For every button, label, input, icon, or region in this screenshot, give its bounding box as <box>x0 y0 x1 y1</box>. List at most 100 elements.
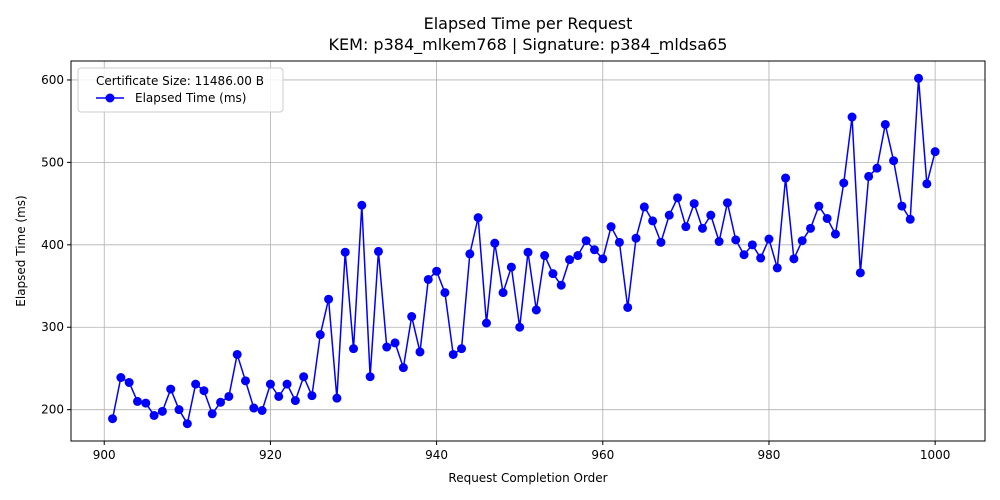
x-tick-label: 940 <box>425 448 448 462</box>
data-point <box>515 322 525 332</box>
data-point <box>506 262 516 272</box>
data-point <box>240 376 250 386</box>
chart-title: Elapsed Time per Request <box>424 14 633 33</box>
data-point <box>232 349 242 359</box>
data-point <box>930 147 940 157</box>
data-point <box>897 201 907 211</box>
series-line <box>111 77 936 425</box>
data-point <box>822 213 832 223</box>
data-point <box>598 254 608 264</box>
data-point <box>249 403 259 413</box>
data-point <box>839 178 849 188</box>
data-point <box>639 202 649 212</box>
y-tick-label: 300 <box>41 320 64 334</box>
data-point <box>847 112 857 122</box>
plot-frame <box>70 60 986 442</box>
data-point <box>116 373 126 383</box>
data-point <box>664 210 674 220</box>
data-point <box>440 288 450 298</box>
data-point <box>349 344 359 354</box>
data-point <box>149 410 159 420</box>
data-point <box>697 223 707 233</box>
data-point <box>623 302 633 312</box>
data-point <box>265 379 275 389</box>
legend-point-marker <box>105 93 115 103</box>
data-point <box>706 210 716 220</box>
data-point <box>789 254 799 264</box>
data-point <box>681 222 691 232</box>
data-point <box>132 396 142 406</box>
data-point <box>182 419 192 429</box>
data-point <box>830 229 840 239</box>
x-tick-label: 920 <box>259 448 282 462</box>
data-point <box>731 235 741 245</box>
series-layer <box>108 73 940 429</box>
data-point <box>457 344 467 354</box>
data-point <box>324 294 334 304</box>
chart-subtitle: KEM: p384_mlkem768 | Signature: p384_mld… <box>329 35 728 55</box>
legend: Certificate Size: 11486.00 B Elapsed Tim… <box>77 67 284 113</box>
data-point <box>432 266 442 276</box>
legend-entry: Elapsed Time (ms) <box>135 91 246 105</box>
data-point <box>448 349 458 359</box>
data-point <box>922 179 932 189</box>
data-point <box>889 156 899 166</box>
data-point <box>365 372 375 382</box>
data-point <box>606 222 616 232</box>
data-point <box>814 201 824 211</box>
data-point <box>490 238 500 248</box>
data-point <box>531 305 541 315</box>
data-point <box>207 409 217 419</box>
data-point <box>257 406 267 415</box>
data-point <box>465 249 475 259</box>
data-point <box>880 119 890 129</box>
data-point <box>548 269 558 279</box>
data-point <box>648 216 658 226</box>
data-point <box>390 338 400 348</box>
data-point <box>124 377 134 387</box>
data-point <box>157 406 167 416</box>
data-point <box>614 237 624 247</box>
data-point <box>872 163 882 173</box>
data-point <box>772 263 782 273</box>
x-tick-label: 900 <box>93 448 116 462</box>
data-point <box>739 250 749 260</box>
data-point <box>581 236 591 246</box>
data-point <box>756 253 766 263</box>
data-point <box>332 393 342 403</box>
data-point <box>307 391 317 401</box>
data-point <box>855 268 865 278</box>
data-point <box>357 200 367 210</box>
data-point <box>108 414 118 424</box>
y-tick-label: 600 <box>41 73 64 87</box>
x-tick-label: 980 <box>758 448 781 462</box>
legend-title: Certificate Size: 11486.00 B <box>96 74 264 88</box>
data-point <box>473 213 483 223</box>
data-point <box>224 391 234 401</box>
data-point <box>415 347 425 357</box>
data-point <box>498 288 508 298</box>
data-point <box>714 237 724 247</box>
data-point <box>806 223 816 233</box>
data-point <box>174 405 184 415</box>
data-point <box>315 330 325 340</box>
data-point <box>864 171 874 181</box>
data-point <box>797 236 807 246</box>
data-point <box>905 214 915 224</box>
data-point <box>407 312 417 322</box>
y-axis-label: Elapsed Time (ms) <box>14 195 28 306</box>
data-point <box>216 397 226 407</box>
data-point <box>747 240 757 250</box>
data-point <box>540 251 550 261</box>
data-point <box>274 391 284 401</box>
data-point <box>481 318 491 328</box>
x-tick-label: 960 <box>591 448 614 462</box>
data-point <box>914 73 924 83</box>
x-axis-label: Request Completion Order <box>448 471 607 485</box>
data-point <box>631 233 641 243</box>
data-point <box>141 398 151 408</box>
data-point <box>673 193 683 203</box>
data-point <box>781 173 791 183</box>
y-tick-label: 500 <box>41 155 64 169</box>
data-point <box>423 274 433 284</box>
